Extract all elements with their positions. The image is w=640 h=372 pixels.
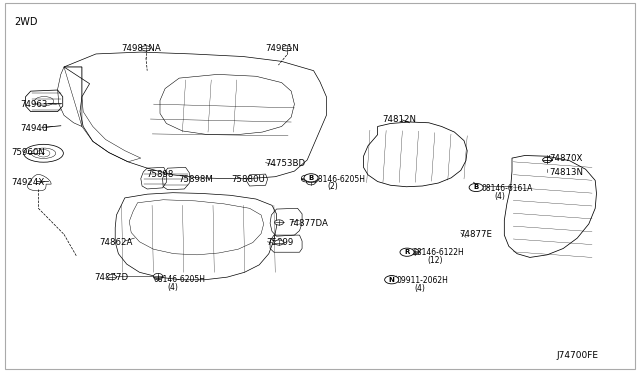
Text: 74862A: 74862A <box>99 238 132 247</box>
Text: 75960N: 75960N <box>12 148 45 157</box>
Circle shape <box>410 250 419 255</box>
Text: 08146-6122H: 08146-6122H <box>413 248 465 257</box>
Text: 74813N: 74813N <box>549 169 583 177</box>
Text: 08146-6205H: 08146-6205H <box>314 175 365 184</box>
Circle shape <box>275 220 284 225</box>
Text: (12): (12) <box>428 256 443 265</box>
Text: 2WD: 2WD <box>14 17 38 26</box>
Circle shape <box>282 46 291 51</box>
Circle shape <box>385 276 399 284</box>
Circle shape <box>543 157 552 163</box>
Text: J74700FE: J74700FE <box>557 351 599 360</box>
Text: (2): (2) <box>328 182 339 191</box>
Circle shape <box>154 273 163 279</box>
Text: (4): (4) <box>494 192 505 201</box>
Text: B: B <box>474 185 479 190</box>
Circle shape <box>543 157 552 163</box>
Text: 75898M: 75898M <box>178 175 212 184</box>
Ellipse shape <box>24 144 63 162</box>
Text: 08146-6161A: 08146-6161A <box>481 185 532 193</box>
Text: 74877DA: 74877DA <box>288 219 328 228</box>
Text: 74924X: 74924X <box>12 178 45 187</box>
Circle shape <box>301 177 310 182</box>
Text: R: R <box>404 249 410 255</box>
Circle shape <box>400 248 414 256</box>
Text: 74753BD: 74753BD <box>266 159 306 168</box>
Text: 74877D: 74877D <box>95 273 129 282</box>
Text: 74981NA: 74981NA <box>122 44 161 53</box>
Circle shape <box>387 276 396 282</box>
Text: 74870X: 74870X <box>549 154 582 163</box>
Text: 75898: 75898 <box>146 170 173 179</box>
Text: N: N <box>388 277 395 283</box>
Text: (4): (4) <box>168 283 179 292</box>
Text: 75899: 75899 <box>266 238 294 247</box>
Text: 74877E: 74877E <box>460 230 493 239</box>
Text: 74940: 74940 <box>20 124 48 133</box>
Text: 74963: 74963 <box>20 100 48 109</box>
Circle shape <box>410 249 419 254</box>
Circle shape <box>469 183 483 192</box>
Text: B: B <box>308 175 314 181</box>
Text: 75880U: 75880U <box>232 175 266 184</box>
Text: (4): (4) <box>415 284 426 293</box>
Circle shape <box>301 175 310 180</box>
Circle shape <box>108 275 116 280</box>
Text: 74812N: 74812N <box>383 115 417 124</box>
Circle shape <box>387 276 396 281</box>
Text: 09911-2062H: 09911-2062H <box>397 276 449 285</box>
Text: 08146-6205H: 08146-6205H <box>154 275 205 284</box>
Circle shape <box>154 275 163 280</box>
Circle shape <box>307 180 316 185</box>
Text: 74981N: 74981N <box>266 44 300 53</box>
Ellipse shape <box>31 148 56 158</box>
Circle shape <box>275 240 284 245</box>
Circle shape <box>304 174 318 182</box>
Circle shape <box>141 46 150 51</box>
